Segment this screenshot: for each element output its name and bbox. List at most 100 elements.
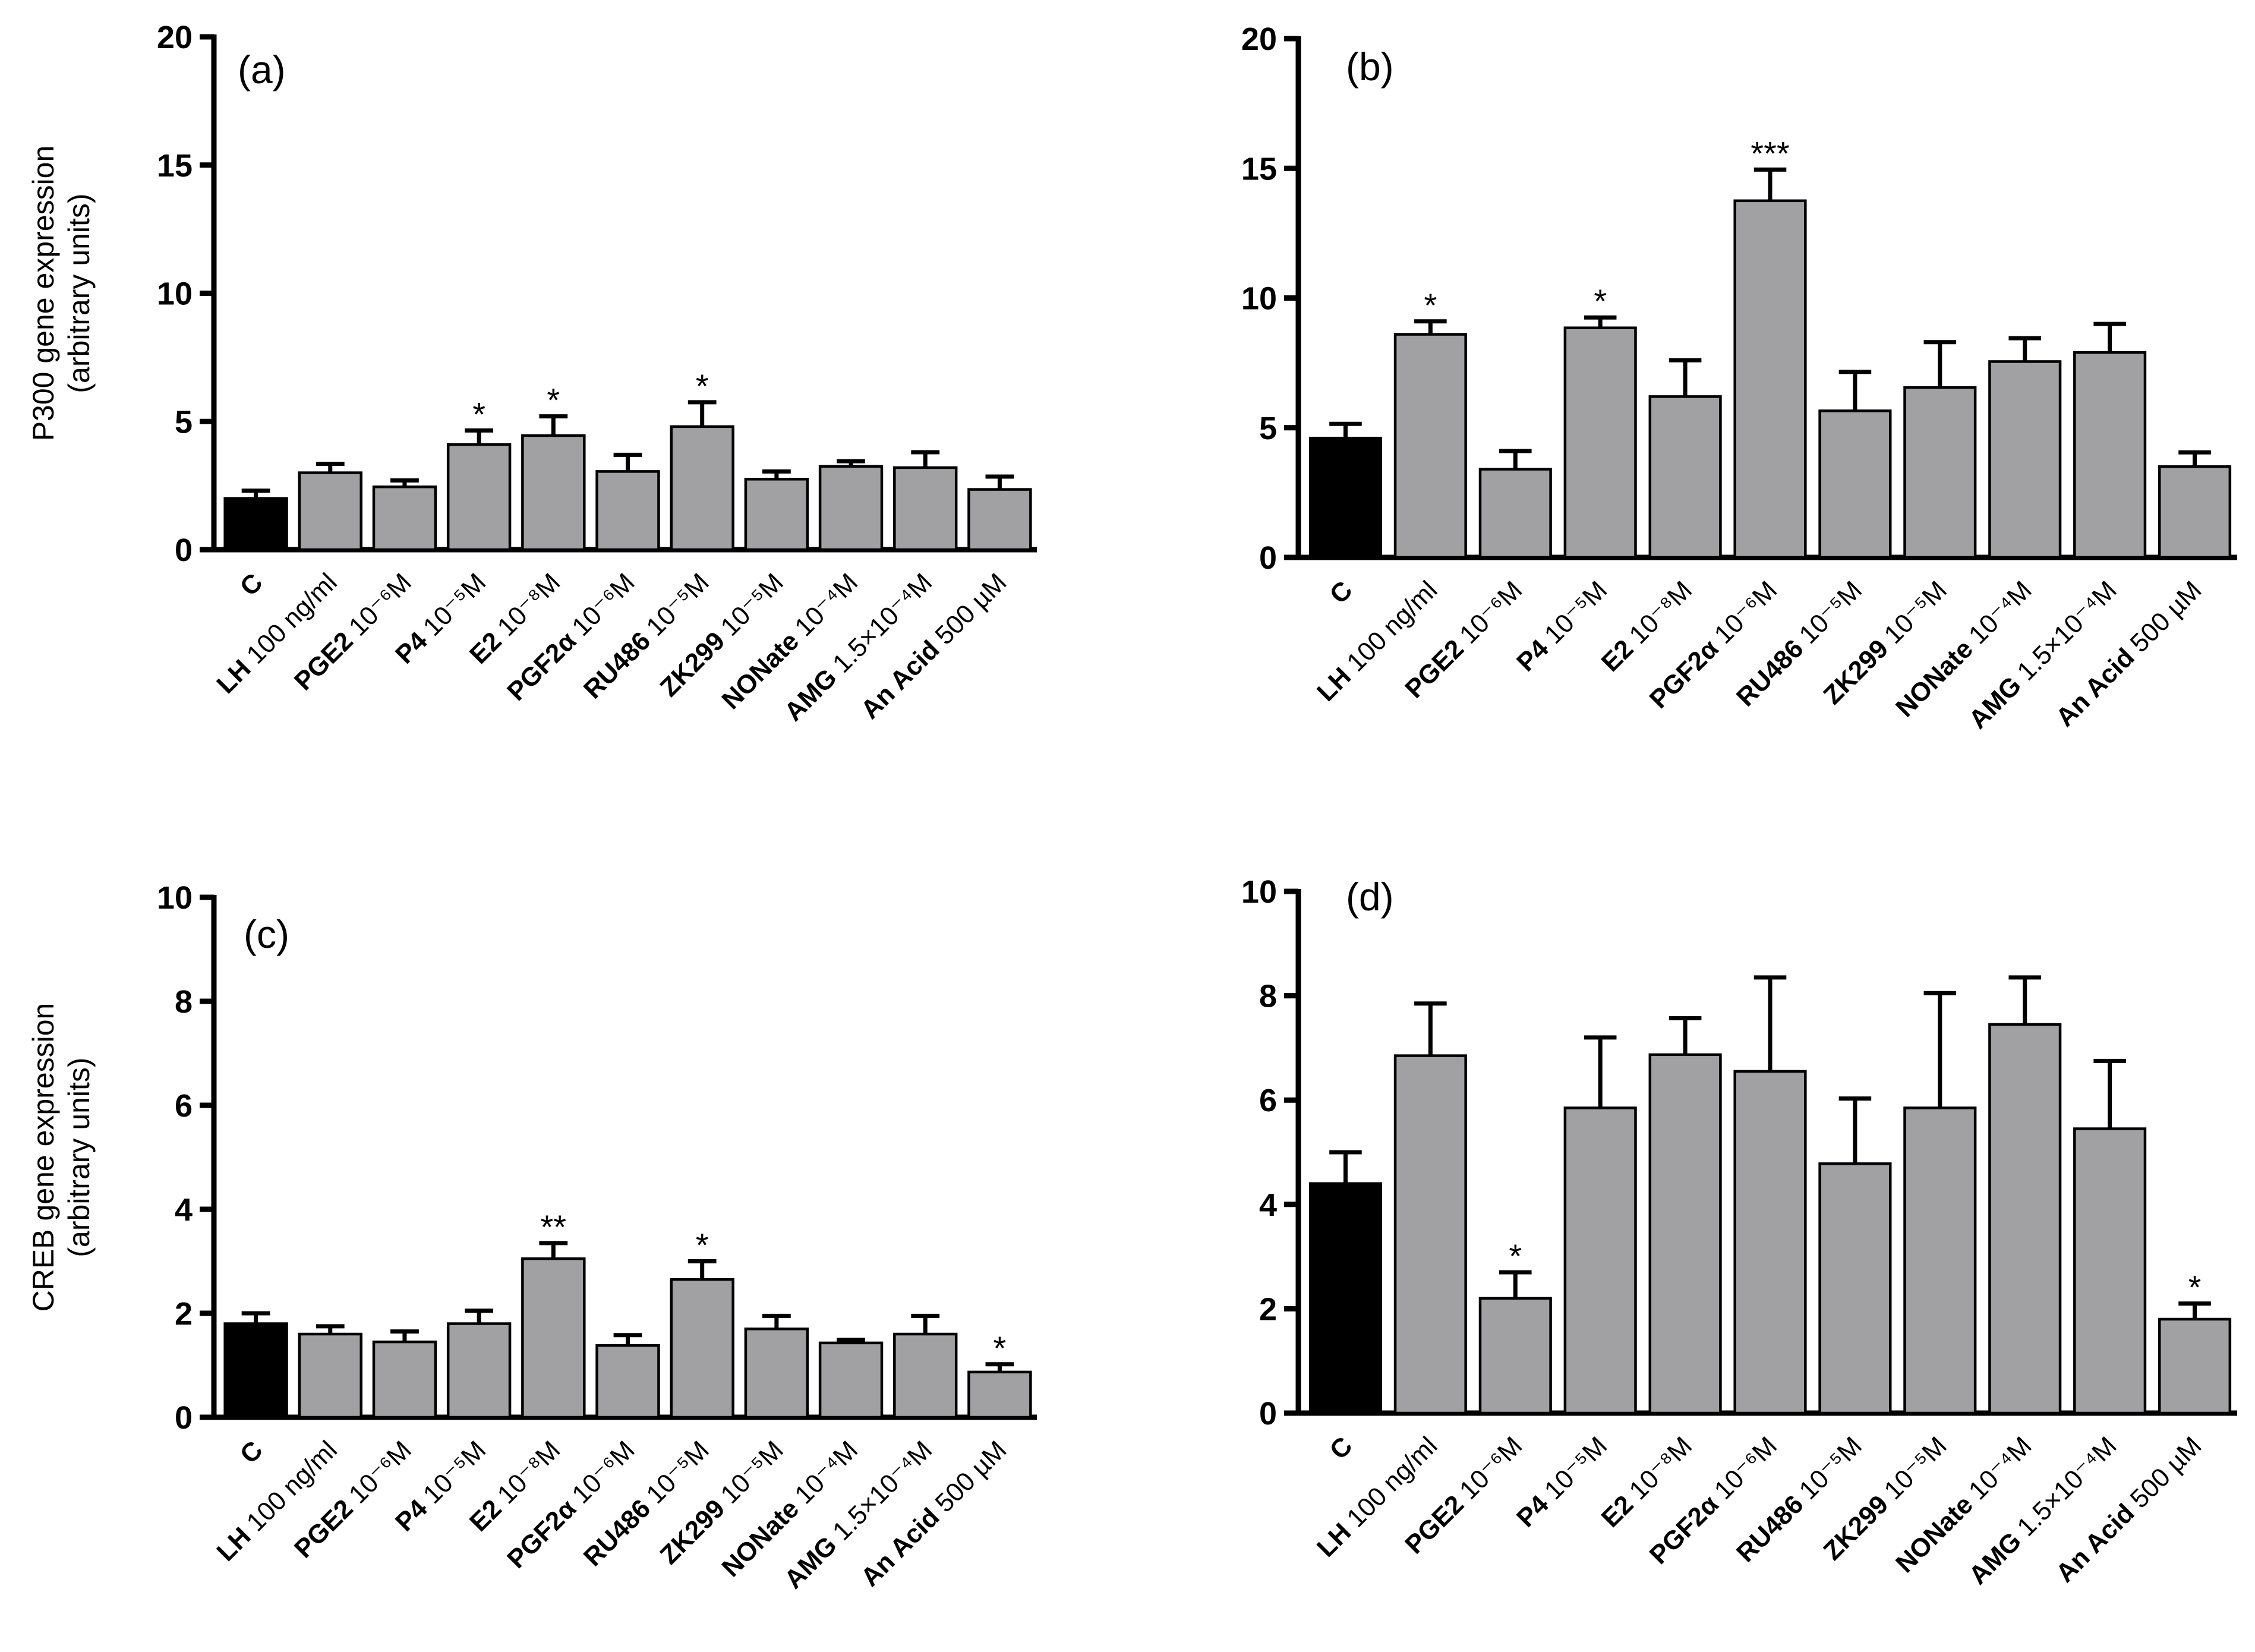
panel-a: 0 5 10 15 20 P300 gene expression(arbitrary u…: [27, 20, 1037, 727]
category-dose: 10⁻⁵M: [1874, 575, 1953, 654]
error-bar: [837, 1338, 865, 1343]
error-bar: [2178, 450, 2211, 467]
category-dose: 10⁻⁶M: [1704, 1431, 1783, 1510]
error-bar: [1753, 167, 1787, 201]
error-bar: [1923, 340, 1957, 388]
significance-marker: *: [1594, 282, 1607, 320]
category-label: P4 10⁻⁵M: [1511, 575, 1613, 677]
bar: [893, 466, 958, 551]
bar: [1733, 1070, 1807, 1415]
category-name: ZK299: [1818, 634, 1894, 710]
bar: [595, 1344, 660, 1419]
category-dose: 10⁻⁴M: [1958, 1431, 2038, 1511]
category-name: An Acid: [2051, 642, 2140, 732]
bar: [1818, 409, 1892, 559]
error-bar: [1669, 358, 1702, 397]
significance-marker: *: [547, 382, 560, 419]
bar: [372, 485, 437, 551]
significance-marker: *: [696, 367, 709, 405]
error-bar: [316, 461, 345, 473]
category-dose: 500 µM: [2120, 1431, 2207, 1519]
error-bar: [390, 478, 419, 487]
error-bar: [1669, 1016, 1702, 1055]
panel-label: (a): [238, 48, 286, 92]
category-dose: 500 µM: [925, 568, 1013, 655]
y-tick-label: 0: [175, 532, 193, 568]
category-label: C: [1324, 575, 1358, 609]
bar: [2158, 465, 2232, 559]
bar: [893, 1332, 958, 1419]
bar: [1648, 1053, 1722, 1415]
y-tick-label: 2: [175, 1296, 193, 1332]
bar: [446, 443, 512, 551]
y-tick-label: 20: [157, 20, 193, 55]
error-bar: [2008, 336, 2042, 362]
category-dose: 10⁻⁵M: [1789, 1431, 1868, 1510]
bar: [1903, 1106, 1977, 1415]
error-bar: [1838, 370, 1872, 411]
error-bar: [985, 1362, 1014, 1372]
bar: [818, 1341, 884, 1419]
panel-label: (b): [1346, 45, 1394, 89]
bar: [1648, 395, 1722, 559]
error-bar: [316, 1324, 345, 1334]
bar: [1903, 386, 1977, 559]
bar: [2158, 1317, 2232, 1415]
bar: [1988, 1023, 2062, 1415]
bar: [744, 1328, 809, 1419]
bar: [1478, 1297, 1552, 1415]
significance-marker: **: [541, 1208, 567, 1246]
error-bar: [2093, 321, 2126, 353]
category-name: RU486: [1731, 1490, 1809, 1568]
category-label: An Acid 500 µM: [2051, 575, 2207, 732]
bar: [818, 465, 884, 551]
error-bar: [911, 450, 940, 468]
category-name: C: [235, 568, 269, 601]
category-dose: 500 µM: [2120, 575, 2207, 663]
y-tick-label: 15: [157, 148, 193, 184]
y-tick-label: 8: [175, 984, 193, 1020]
error-bar: [1584, 315, 1617, 328]
error-bar: [762, 469, 791, 480]
category-label: PGF2α 10⁻⁶M: [502, 568, 640, 706]
error-bar: [1414, 1001, 1447, 1056]
y-tick-label: 4: [175, 1192, 193, 1228]
category-name: RU486: [1731, 634, 1809, 712]
bar: [1563, 1106, 1637, 1415]
bar: [595, 470, 660, 551]
category-label: C: [1324, 1431, 1358, 1465]
bar: [967, 488, 1032, 551]
category-name: NONate: [1890, 1490, 1979, 1578]
category-label: C: [235, 568, 269, 601]
error-bar: [911, 1313, 940, 1334]
error-bar: [985, 474, 1014, 490]
y-tick-label: 10: [1241, 281, 1277, 317]
category-name: ZK299: [1818, 1490, 1894, 1566]
error-bar: [1329, 421, 1362, 439]
error-bar: [390, 1329, 419, 1342]
category-dose: 10⁻⁶M: [1449, 575, 1528, 654]
significance-marker: *: [472, 395, 485, 433]
category-label: P4 10⁻⁵M: [1511, 1431, 1613, 1533]
category-dose: 10⁻⁴M: [1958, 575, 2038, 655]
significance-marker: *: [1424, 286, 1437, 324]
y-tick-label: 0: [175, 1400, 193, 1436]
category-label: C: [235, 1435, 269, 1469]
y-axis-label-line: (arbitrary units): [62, 193, 96, 393]
bar: [1308, 1182, 1383, 1415]
category-label: NONate 10⁻⁴M: [716, 568, 863, 715]
category-dose: 10⁻⁵M: [1789, 575, 1868, 654]
bar: [967, 1370, 1032, 1419]
y-tick-label: 5: [175, 404, 193, 440]
error-bar: [539, 1241, 568, 1259]
category-name: PGF2α: [1644, 634, 1724, 714]
y-tick-label: 8: [1259, 979, 1277, 1014]
bar: [1988, 360, 2062, 559]
bar: [1393, 1054, 1467, 1415]
bar: [670, 1278, 734, 1419]
error-bar: [613, 452, 642, 472]
category-dose: 500 µM: [925, 1435, 1013, 1523]
error-bar: [1499, 449, 1532, 469]
y-tick-label: 0: [1259, 540, 1277, 576]
